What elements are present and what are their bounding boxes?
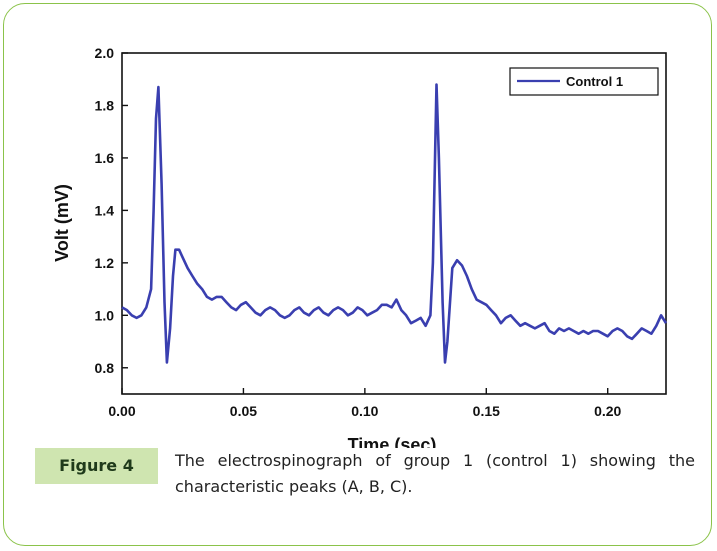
x-tick-label: 0.00 (108, 403, 135, 419)
figure-number-badge: Figure 4 (35, 448, 158, 484)
x-tick-label: 0.05 (230, 403, 257, 419)
series-line-control-1 (121, 83, 668, 364)
legend-label-control-1: Control 1 (566, 74, 623, 89)
x-axis: 0.00 0.05 0.10 0.15 0.20 (108, 388, 622, 419)
x-tick-label: 0.10 (351, 403, 378, 419)
y-tick-label: 1.4 (95, 202, 115, 218)
legend: Control 1 (509, 67, 659, 96)
y-tick-label: 1.2 (95, 255, 115, 271)
y-tick-label: 0.8 (95, 360, 115, 376)
x-axis-label: Time (sec) (348, 435, 437, 448)
x-tick-label: 0.15 (473, 403, 500, 419)
figure-caption-text: The electrospinograph of group 1 (contro… (175, 451, 695, 496)
y-tick-label: 2.0 (95, 45, 115, 61)
y-tick-label: 1.8 (95, 97, 115, 113)
y-axis: 0.8 1.0 1.2 1.4 1.6 1.8 2.0 (95, 45, 128, 376)
y-tick-label: 1.6 (95, 150, 115, 166)
series-layer (121, 83, 668, 364)
y-tick-label: 1.0 (95, 307, 115, 323)
line-chart: 0.00 0.05 0.10 0.15 0.20 0.8 1.0 1.2 1.4 1.6 1.8 2… (52, 45, 668, 448)
y-axis-label: Volt (mV) (52, 184, 72, 262)
plot-area-border (121, 52, 667, 395)
x-tick-label: 0.20 (594, 403, 621, 419)
